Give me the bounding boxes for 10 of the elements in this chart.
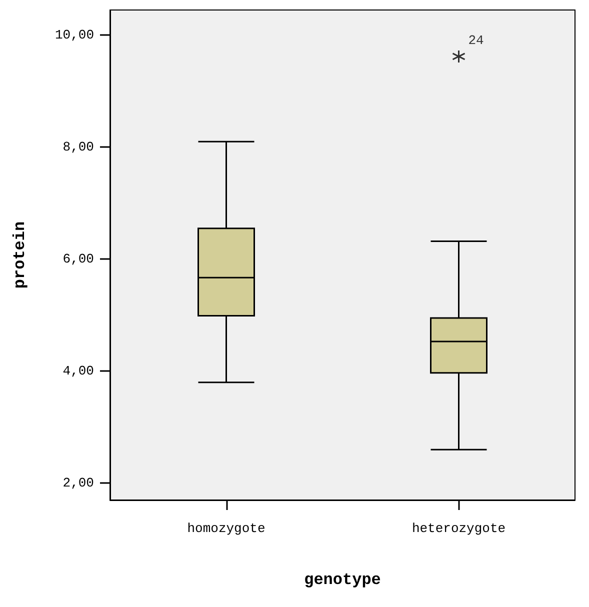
y-tick-label: 8,00 [62,140,94,155]
x-axis-title: genotype [304,571,381,589]
y-tick-label: 4,00 [62,364,94,379]
x-tick-label: heterozygote [412,521,506,536]
annotation: 24 [468,32,484,48]
y-tick-label: 10,00 [54,28,94,43]
x-tick-label: homozygote [187,521,266,536]
y-tick-label: 6,00 [62,252,94,267]
y-tick-label: 2,00 [62,476,94,491]
y-axis-title: protein [11,221,29,289]
